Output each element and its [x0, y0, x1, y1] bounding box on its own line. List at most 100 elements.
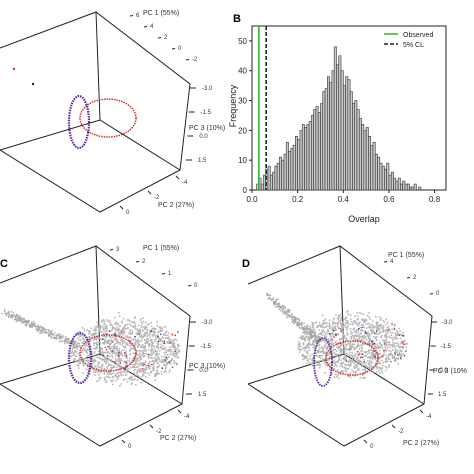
cloud-point: [30, 324, 32, 327]
cloud-point: [358, 353, 360, 356]
axis-tick: [119, 205, 124, 210]
cloud-point: [107, 362, 110, 364]
cloud-point: [349, 372, 352, 374]
cloud-point: [144, 328, 147, 331]
cloud-point: [42, 326, 45, 329]
cloud-point: [172, 339, 175, 341]
cloud-point: [292, 322, 295, 325]
cloud-point: [5, 314, 8, 317]
cloud-point: [392, 341, 394, 344]
cloud-point: [111, 328, 114, 331]
ellipse-red: [79, 334, 137, 372]
cloud-point: [373, 325, 376, 327]
cloud-point: [78, 367, 80, 369]
cloud-point: [124, 324, 127, 326]
y-tick-label: 0: [243, 186, 248, 195]
cloud-point: [318, 354, 321, 357]
cloud-point: [361, 356, 364, 359]
cloud-point: [359, 359, 361, 362]
cloud-point: [50, 335, 52, 338]
cloud-point: [357, 331, 360, 334]
cloud-point: [94, 331, 97, 334]
cloud-point: [165, 349, 168, 351]
cloud-point: [148, 323, 150, 326]
cloud-point: [118, 333, 121, 336]
point-cloud: [266, 292, 408, 380]
cloud-point: [14, 315, 16, 318]
cloud-point: [134, 361, 137, 363]
cloud-point: [302, 335, 305, 337]
cloud-point: [334, 373, 336, 376]
cloud-point: [349, 314, 352, 316]
cloud-point: [125, 350, 127, 353]
cloud-point: [354, 352, 357, 355]
ellipse-purple: [313, 337, 333, 387]
y-tick-label: 40: [238, 67, 247, 76]
cloud-point: [301, 338, 304, 340]
cloud-point: [377, 347, 380, 349]
cloud-point: [139, 318, 142, 321]
cloud-point: [97, 352, 100, 355]
cloud-point: [333, 351, 335, 354]
cloud-point: [352, 354, 355, 357]
cloud-point: [114, 352, 116, 355]
cloud-point: [303, 347, 305, 349]
cloud-point: [143, 339, 146, 341]
cloud-point: [169, 369, 172, 372]
cloud-point: [332, 329, 335, 332]
cloud-point: [271, 299, 273, 301]
cloud-point: [49, 332, 51, 335]
cloud-point: [332, 333, 335, 336]
cloud-point: [49, 330, 51, 332]
cloud-point: [106, 339, 109, 342]
cloud-point: [347, 322, 350, 325]
cloud-point: [86, 349, 89, 352]
cloud-point: [372, 335, 375, 338]
cloud-point: [157, 346, 160, 348]
cloud-point: [377, 325, 379, 327]
cloud-point: [131, 333, 133, 335]
cloud-point: [150, 370, 153, 372]
cloud-point: [345, 322, 348, 325]
cloud-point: [90, 327, 93, 330]
pc2-ticklabels: -4-20: [363, 409, 432, 450]
cube-frame: [0, 245, 191, 447]
pc3-ticklabels: -3.0-1.50.01.5: [428, 320, 453, 398]
cloud-point: [111, 341, 114, 343]
cloud-point: [344, 350, 346, 353]
cloud-point: [347, 348, 349, 351]
cloud-point: [170, 342, 173, 345]
cloud-point: [353, 360, 356, 363]
cloud-point: [134, 316, 137, 319]
cloud-point: [128, 319, 131, 322]
cloud-point: [385, 354, 387, 356]
histogram-bar: [418, 186, 422, 191]
cloud-point: [361, 364, 364, 367]
cloud-point: [130, 347, 132, 350]
cloud-point: [372, 331, 375, 334]
cloud-point: [85, 351, 88, 354]
axis-tick-label: -2: [156, 429, 162, 435]
cloud-point: [143, 334, 146, 336]
cloud-point: [97, 361, 100, 364]
cloud-point: [102, 352, 105, 354]
cloud-point: [301, 326, 303, 329]
cloud-point: [372, 352, 375, 355]
cloud-point: [130, 383, 133, 386]
cloud-point: [286, 309, 289, 312]
cloud-point: [113, 347, 116, 350]
cloud-point: [159, 330, 162, 333]
cloud-point: [383, 350, 385, 352]
cloud-point: [326, 348, 329, 350]
cloud-point: [142, 320, 145, 323]
cloud-point: [368, 324, 371, 327]
cloud-point: [52, 334, 55, 336]
cloud-point: [103, 322, 106, 325]
cloud-point: [163, 341, 165, 343]
cloud-point: [309, 330, 311, 333]
cloud-point: [139, 335, 142, 337]
cloud-point: [93, 329, 96, 332]
cloud-point: [349, 376, 352, 379]
cloud-point: [353, 365, 355, 368]
ellipse-purple: [67, 94, 91, 150]
